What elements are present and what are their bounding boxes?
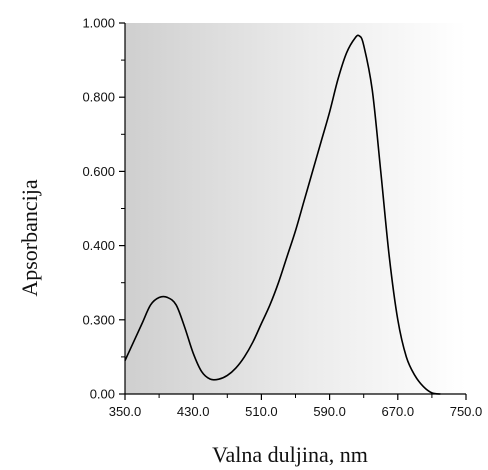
plot-background: [125, 23, 466, 394]
x-tick-label: 670.0: [382, 404, 415, 419]
x-tick-label: 750.0: [450, 404, 483, 419]
x-tick-label: 590.0: [313, 404, 346, 419]
x-axis-ticks: 350.0 430.0 510.0 590.0 670.0 750.0: [109, 394, 483, 419]
x-tick-label: 430.0: [177, 404, 210, 419]
y-tick-label: 0.800: [82, 90, 115, 105]
y-tick-label: 0.600: [82, 164, 115, 179]
y-tick-label: 0.400: [82, 238, 115, 253]
y-axis-ticks: 0.00 0.300 0.400 0.600 0.800 1.000: [82, 16, 125, 402]
absorbance-curve: [124, 34, 441, 395]
y-axis-title: Apsorbancija: [17, 179, 42, 297]
x-tick-label: 350.0: [109, 404, 142, 419]
y-tick-label: 0.300: [82, 312, 115, 327]
y-tick-label: 1.000: [82, 16, 115, 31]
x-axis-title: Valna duljina, nm: [212, 442, 368, 467]
y-tick-label: 0.00: [90, 387, 115, 402]
x-tick-label: 510.0: [245, 404, 278, 419]
